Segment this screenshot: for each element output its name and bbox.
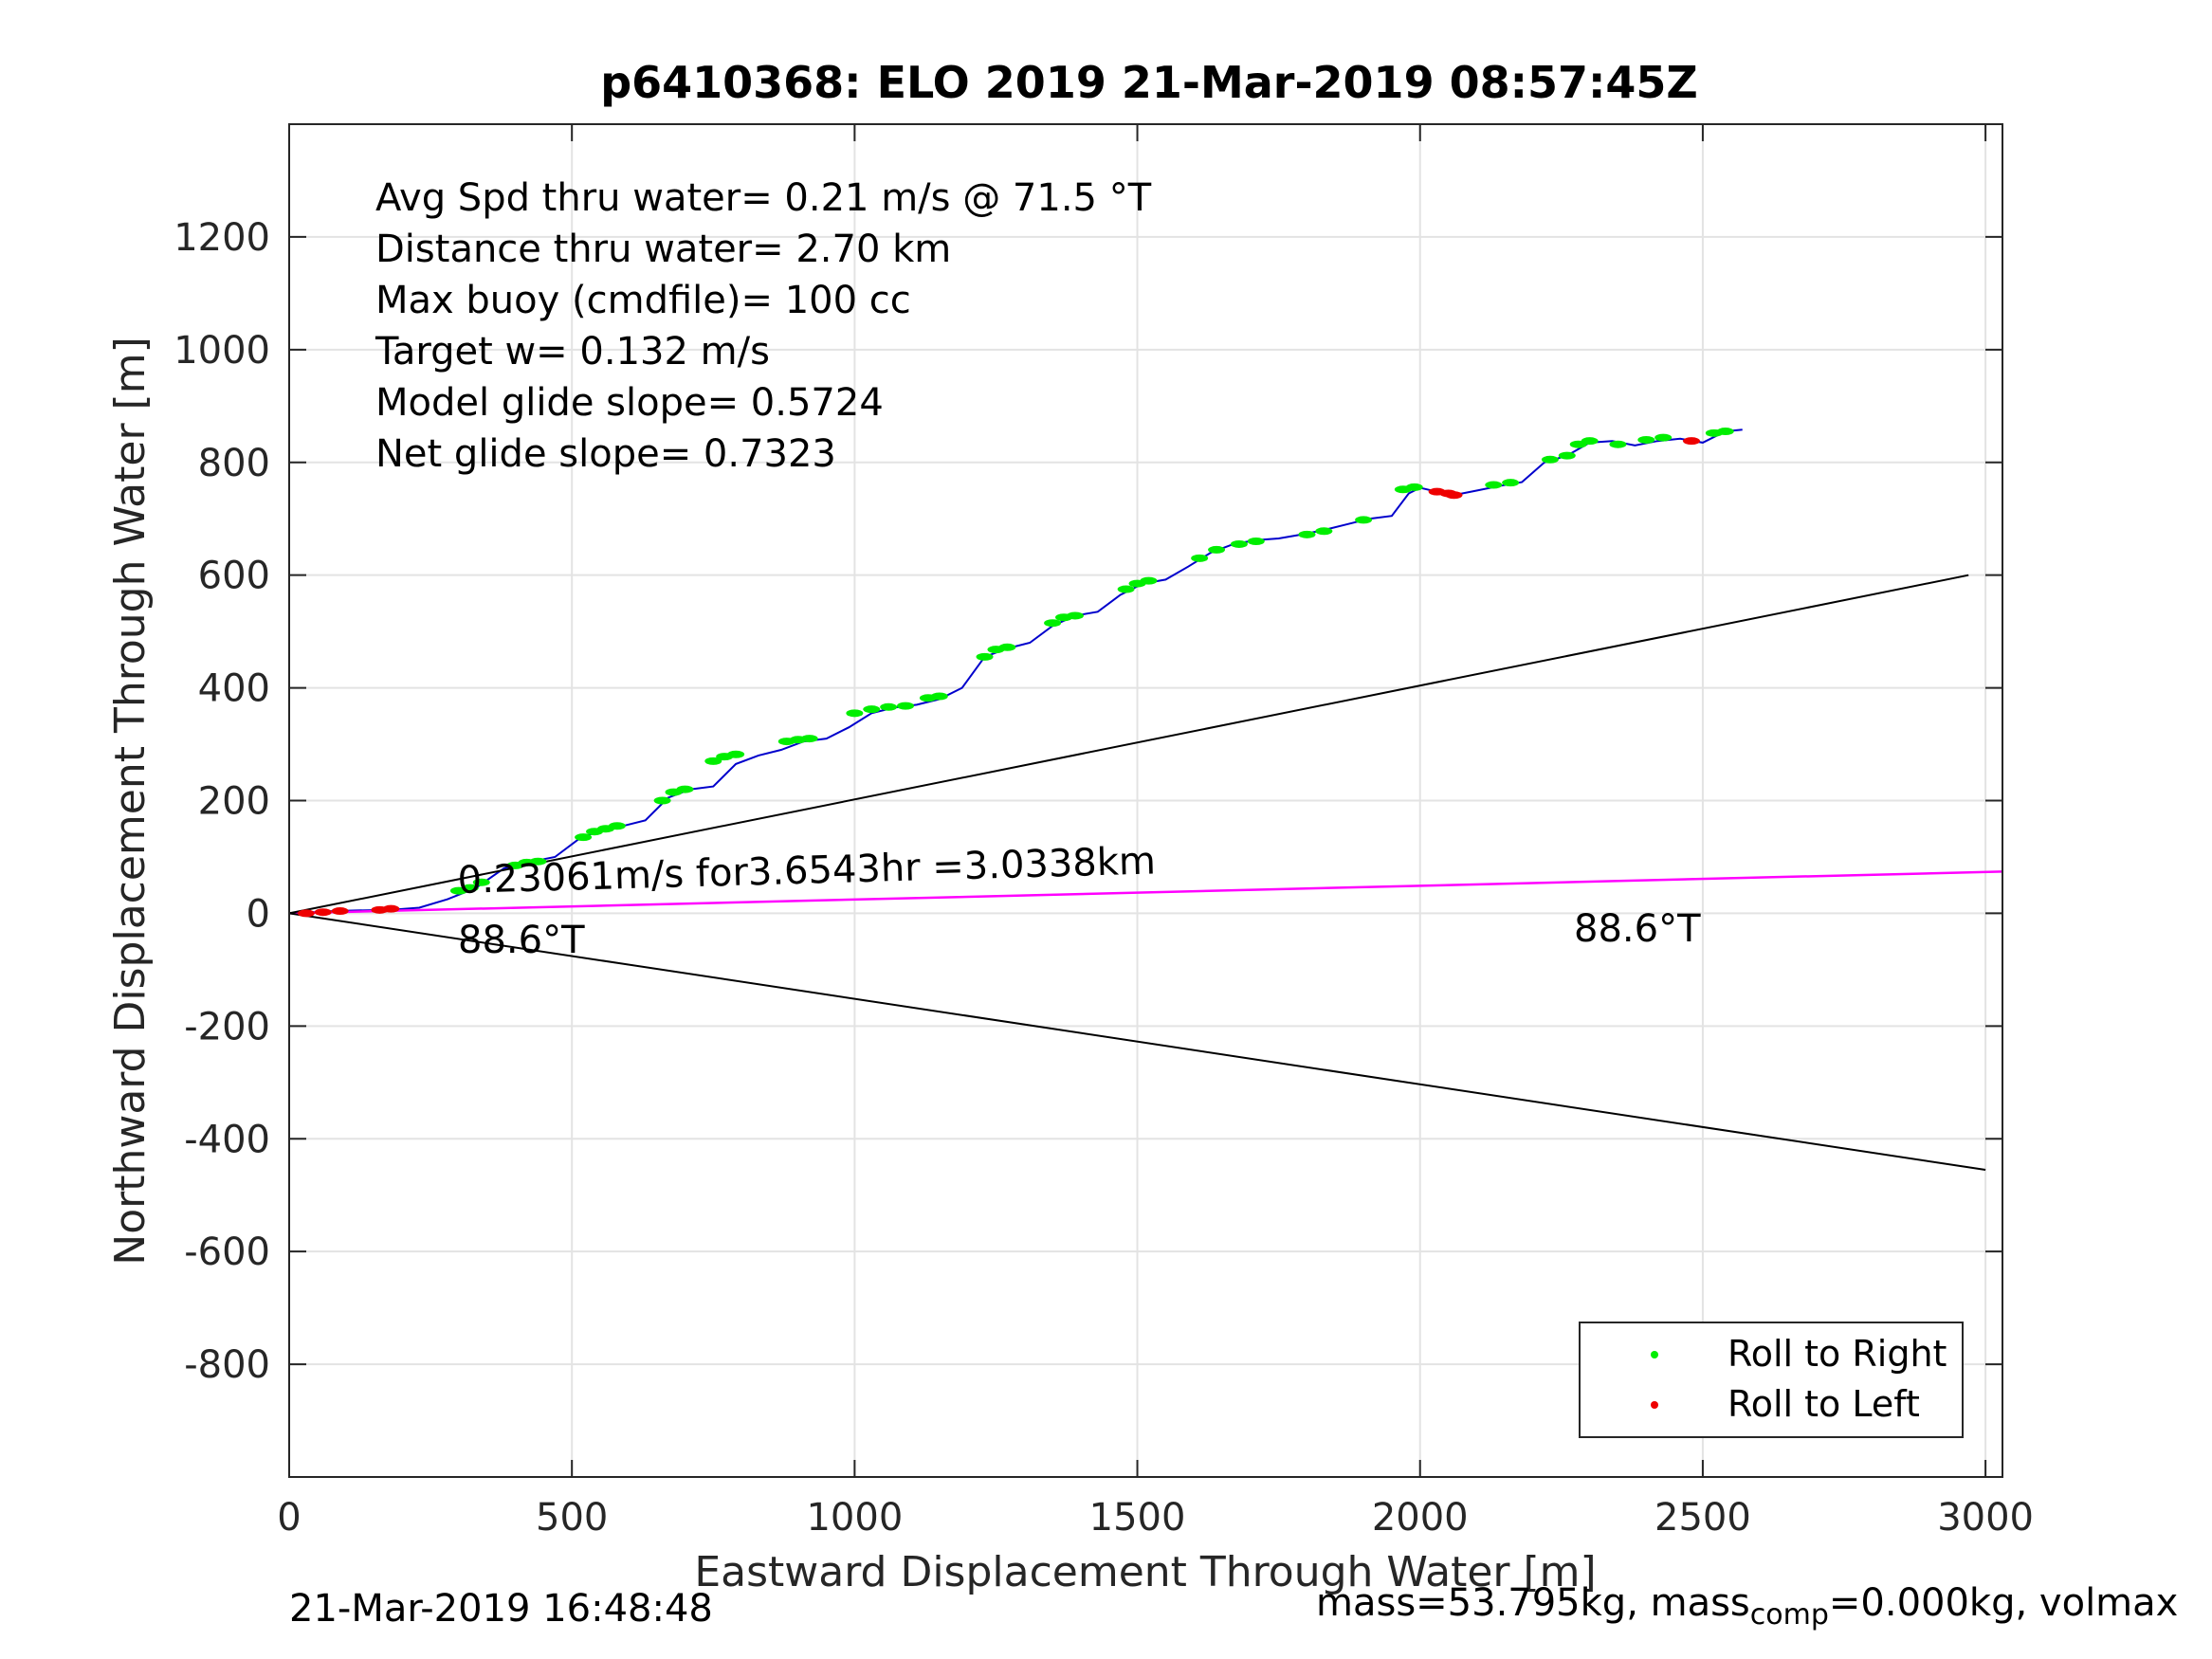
y-tick-label: 1000 [174,329,270,373]
x-tick-label: 1500 [1089,1496,1186,1540]
roll-to-right-point [1315,527,1333,536]
roll-to-right-point [1191,554,1209,562]
x-axis-label: Eastward Displacement Through Water [m] [694,1548,1596,1596]
roll-to-right-point [998,643,1016,651]
roll-to-right-point [1541,455,1559,464]
roll-to-right-point [575,833,593,842]
stats-annotations: Avg Spd thru water= 0.21 m/s @ 71.5 °T Di… [375,176,1152,476]
roll-to-right-point [472,878,490,886]
roll-to-right-point [897,702,915,710]
x-tick-label: 1000 [806,1496,903,1540]
footer-mass-prefix: mass=53.795kg, mass [1316,1581,1750,1625]
roll-to-right-point [727,750,745,758]
y-tick-label: -600 [184,1231,270,1274]
grid [288,124,2002,1477]
roll-to-right-point [1716,428,1734,436]
roll-to-right-point [1637,435,1655,444]
x-tick-labels: 0 500 1000 1500 2000 2500 3000 [277,1496,2034,1540]
roll-to-left-point [297,909,315,918]
y-tick-label: 1200 [174,216,270,260]
upper-bound-line [288,574,1969,915]
x-tick-label: 500 [536,1496,608,1540]
roll-to-right-point [1298,530,1316,538]
roll-to-left-point [1445,491,1463,500]
legend-box [1579,1322,1964,1438]
roll-to-right-point [1405,483,1423,491]
roll-to-right-point [1485,481,1503,489]
stats-annotation-line: Distance thru water= 2.70 km [375,228,951,271]
roll-to-right-point [1581,437,1599,446]
roll-to-right-point [608,822,626,830]
footer-mass-sub: comp [1749,1598,1829,1632]
roll-to-right-point [1140,576,1158,585]
y-axis-label: Northward Displacement Through Water [m] [106,337,155,1265]
y-tick-label: -800 [184,1343,270,1387]
roll-to-left-point [1682,437,1700,446]
heading-line-line [288,870,2003,915]
legend-label-right: Roll to Right [1728,1333,1947,1375]
roll-to-left-point [331,907,349,916]
stats-annotation-line: Target w= 0.132 m/s [375,330,770,374]
plot-points [297,428,1734,918]
roll-to-right-point [529,857,547,866]
legend-marker-right [1651,1351,1658,1358]
footer-mass-info: mass=53.795kg, masscomp=0.000kg, volmax [1316,1581,2178,1632]
plot-frame [288,123,2003,1478]
roll-to-right-point [1654,433,1673,442]
y-tick-label: -400 [184,1118,270,1161]
heading-label-right: 88.6°T [1574,907,1701,951]
x-tick-label: 3000 [1937,1496,2034,1540]
roll-to-right-point [863,705,881,714]
roll-to-right-point [1230,539,1248,548]
chart-title: p6410368: ELO 2019 21-Mar-2019 08:57:45Z [600,57,1698,108]
x-tick-label: 2000 [1372,1496,1469,1540]
roll-to-right-point [1044,619,1062,628]
y-tick-label: 800 [198,442,270,485]
x-tick-label: 2500 [1654,1496,1751,1540]
roll-to-right-point [676,785,694,793]
roll-to-right-point [461,884,479,892]
roll-to-right-point [1558,451,1576,460]
roll-to-right-point [1609,440,1627,448]
stats-annotation-line: Model glide slope= 0.5724 [375,381,884,425]
y-tick-label: 600 [198,555,270,598]
legend-marker-left [1651,1401,1658,1409]
roll-to-right-point [1066,611,1084,620]
roll-to-right-point [653,796,671,805]
stats-annotation-line: Net glide slope= 0.7323 [375,432,836,476]
roll-to-right-point [704,757,722,765]
lower-bound-line [288,912,1986,1171]
roll-to-right-point [1247,537,1265,545]
roll-to-right-point [800,735,818,743]
roll-to-right-point [1117,585,1135,593]
stats-annotation-line: Max buoy (cmdfile)= 100 cc [375,279,911,322]
roll-to-right-point [976,652,994,661]
heading-label-left: 88.6°T [458,919,585,962]
roll-to-right-point [1502,479,1520,487]
footer-mass-suffix: =0.000kg, volmax [1828,1581,2179,1625]
y-tick-labels: -800 -600 -400 -200 0 200 400 600 800 1000 1200 [174,216,270,1387]
legend: Roll to Right Roll to Left [1579,1322,1964,1438]
glider-track-line [288,428,1743,915]
legend-label-left: Roll to Left [1728,1383,1920,1425]
roll-to-left-point [314,908,332,917]
roll-to-right-point [846,709,864,718]
roll-to-right-point [880,702,898,711]
roll-to-left-point [382,904,400,913]
y-tick-label: -200 [184,1005,270,1048]
y-tick-label: 200 [198,780,270,824]
roll-to-right-point [1355,516,1373,524]
y-tick-label: 0 [247,892,270,936]
roll-to-right-point [930,692,948,701]
roll-to-right-point [1208,545,1226,554]
footer-timestamp: 21-Mar-2019 16:48:48 [289,1587,713,1631]
speed-distance-label: 0.23061m/s for3.6543hr =3.0338km [457,839,1156,902]
y-tick-label: 400 [198,667,270,711]
x-tick-label: 0 [277,1496,301,1540]
stats-annotation-line: Avg Spd thru water= 0.21 m/s @ 71.5 °T [375,176,1152,220]
